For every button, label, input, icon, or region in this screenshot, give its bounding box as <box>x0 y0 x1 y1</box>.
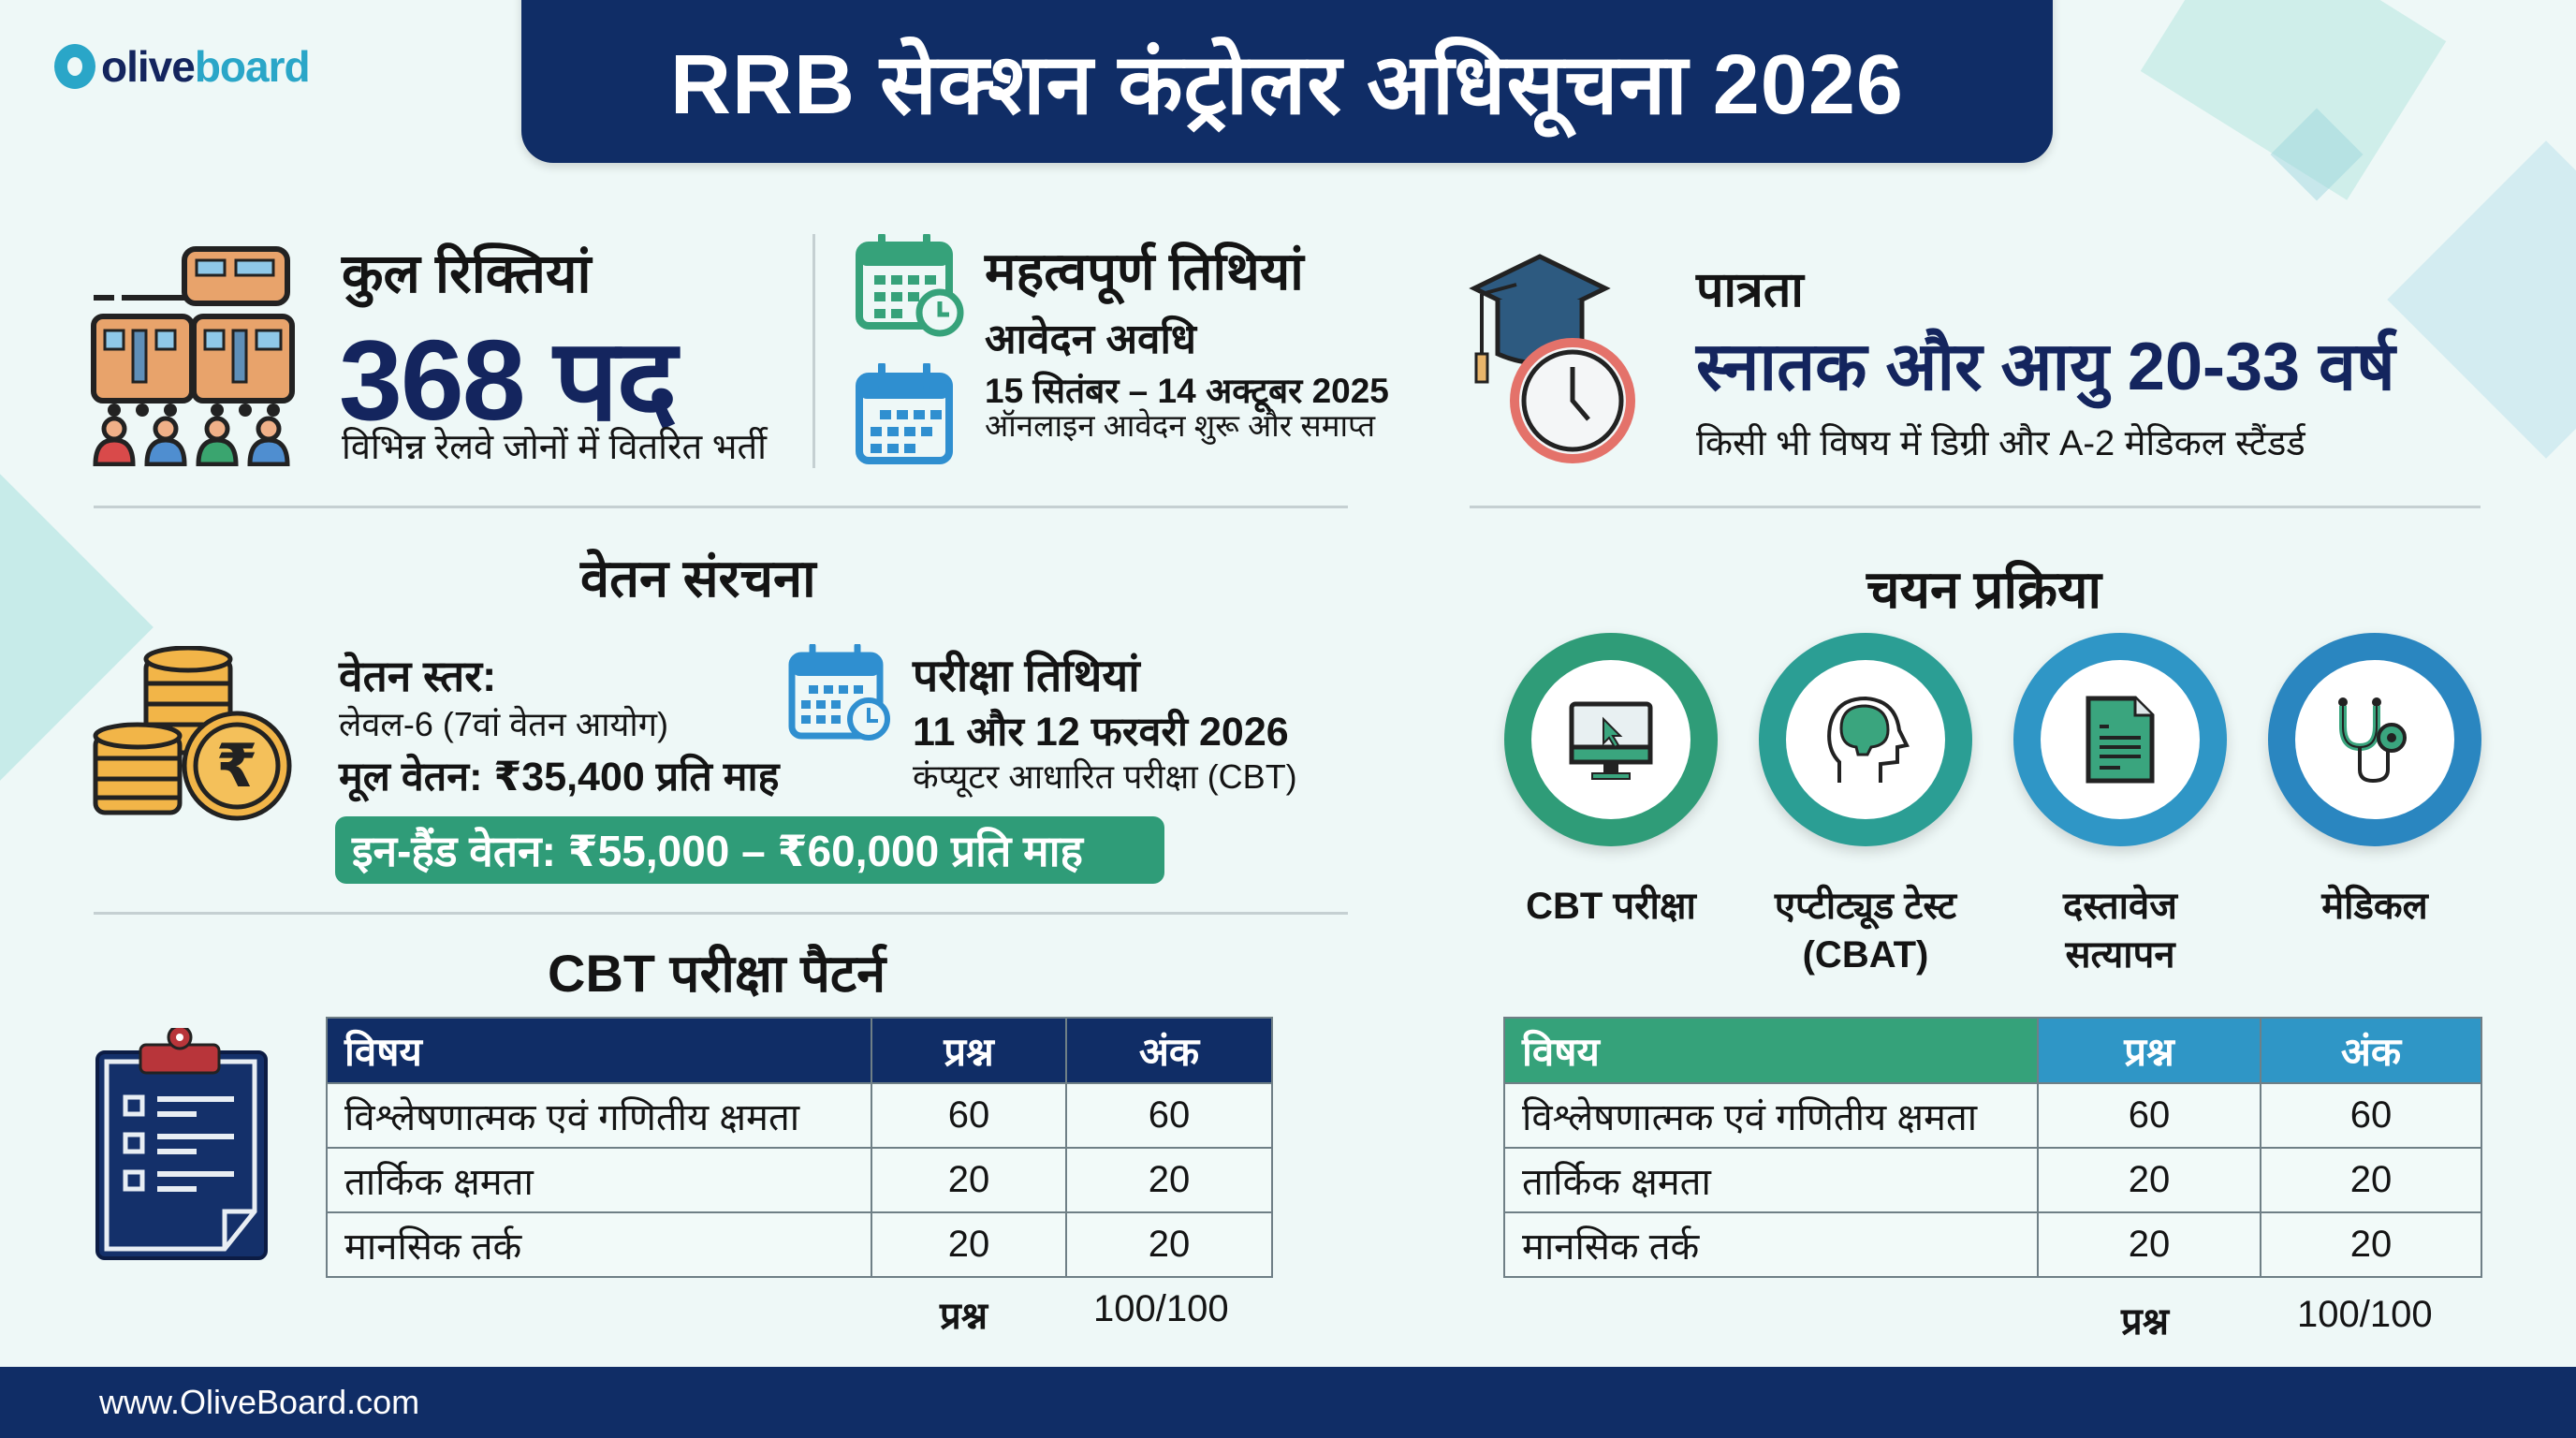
application-period-note: ऑनलाइन आवेदन शुरू और समाप्त <box>985 408 1375 443</box>
total-value: 100/100 <box>2297 1294 2433 1335</box>
bg-decoration <box>2270 108 2364 201</box>
eligibility-heading: पात्रता <box>1696 263 1804 317</box>
website-link[interactable]: www.OliveBoard.com <box>99 1383 420 1421</box>
logo-text-board: board <box>194 42 311 91</box>
eligibility-value: स्नातक और आयु 20-33 वर्ष <box>1696 330 2395 404</box>
pay-level-label: वेतन स्तर: <box>339 652 497 700</box>
column-header-marks: अंक <box>1065 1017 1273 1084</box>
divider <box>94 912 1348 915</box>
important-dates-heading: महत्वपूर्ण तिथियां <box>985 242 1304 301</box>
basic-pay: मूल वेतन: ₹35,400 प्रति माह <box>339 755 780 800</box>
selection-step-label: CBT परीक्षा <box>1526 886 1696 927</box>
cbt-pattern-title: CBT परीक्षा पैटर्न <box>548 944 886 1003</box>
rupee-coins-icon: ₹ <box>92 645 298 829</box>
selection-step-label: दस्तावेज सत्यापन <box>2063 886 2177 976</box>
train-people-icon <box>86 242 301 471</box>
clipboard-checklist-icon <box>94 1024 268 1267</box>
computer-icon <box>1569 701 1653 780</box>
pay-level-value: लेवल-6 (7वां वेतन आयोग) <box>339 705 668 743</box>
column-header-marks: अंक <box>2260 1017 2482 1084</box>
table-row: विश्लेषणात्मक एवं गणितीय क्षमता 60 60 <box>326 1082 1273 1149</box>
calendar-clock-icon <box>788 642 891 748</box>
total-label: प्रश्न <box>2121 1301 2170 1343</box>
logo-text-olive: olive <box>101 42 196 91</box>
title-banner: RRB सेक्शन कंट्रोलर अधिसूचना 2026 <box>521 0 2053 163</box>
vacancies-heading: कुल रिक्तियां <box>342 243 592 304</box>
calendar-clock-icon <box>856 232 964 342</box>
calendar-icon <box>856 361 955 469</box>
bg-decoration <box>2140 0 2447 200</box>
application-period-range: 15 सितंबर – 14 अक्टूबर 2025 <box>985 372 1389 410</box>
column-header-questions: प्रश्न <box>871 1017 1067 1084</box>
selection-step-medical: मेडिकल <box>2267 633 2482 931</box>
vacancies-subtext: विभिन्न रेलवे जोनों में वितरित भर्ती <box>342 428 767 467</box>
svg-text:₹: ₹ <box>216 732 258 801</box>
selection-step-label: एप्टीट्यूड टेस्ट (CBAT) <box>1774 886 1957 976</box>
in-hand-salary-badge: इन-हैंड वेतन: ₹55,000 – ₹60,000 प्रति मा… <box>335 816 1164 884</box>
total-label: प्रश्न <box>940 1296 988 1337</box>
table-row: तार्किक क्षमता 20 20 <box>326 1147 1273 1213</box>
selection-process-title: चयन प्रक्रिया <box>1866 560 2102 619</box>
cbt-pattern-table-2: विषय प्रश्न अंक विश्लेषणात्मक एवं गणितीय… <box>1503 1017 2482 1278</box>
column-header-subject: विषय <box>1503 1017 2039 1084</box>
column-header-subject: विषय <box>326 1017 872 1084</box>
salary-structure-title: वेतन संरचना <box>580 549 816 608</box>
divider <box>94 506 1348 508</box>
total-value: 100/100 <box>1093 1288 1229 1329</box>
exam-mode-note: कंप्यूटर आधारित परीक्षा (CBT) <box>913 757 1297 796</box>
stethoscope-icon <box>2338 697 2407 784</box>
table-row: तार्किक क्षमता 20 20 <box>1503 1147 2482 1213</box>
exam-dates-value: 11 और 12 फरवरी 2026 <box>913 710 1289 755</box>
eligibility-subtext: किसी भी विषय में डिग्री और A-2 मेडिकल स्… <box>1696 424 2305 463</box>
divider <box>1470 506 2481 508</box>
selection-step-label: मेडिकल <box>2321 886 2428 927</box>
table-row: विश्लेषणात्मक एवं गणितीय क्षमता 60 60 <box>1503 1082 2482 1149</box>
page-title: RRB सेक्शन कंट्रोलर अधिसूचना 2026 <box>670 38 1904 132</box>
application-period-label: आवेदन अवधि <box>985 316 1196 362</box>
cbt-pattern-table: विषय प्रश्न अंक विश्लेषणात्मक एवं गणितीय… <box>326 1017 1273 1278</box>
oliveboard-logo-icon <box>54 44 95 89</box>
table-row: मानसिक तर्क 20 20 <box>1503 1211 2482 1278</box>
oliveboard-logo[interactable]: oliveboard <box>54 41 311 92</box>
exam-dates-heading: परीक्षा तिथियां <box>913 652 1140 701</box>
table-row: मानसिक तर्क 20 20 <box>326 1211 1273 1278</box>
column-header-questions: प्रश्न <box>2037 1017 2261 1084</box>
bg-decoration <box>2387 140 2576 459</box>
divider <box>812 234 815 468</box>
footer: www.OliveBoard.com <box>0 1367 2576 1438</box>
brain-head-icon <box>1827 696 1910 783</box>
selection-step-aptitude: एप्टीट्यूड टेस्ट (CBAT) <box>1758 633 1973 979</box>
graduation-cap-clock-icon <box>1465 251 1643 471</box>
vacancies-count: 368 पद <box>339 316 678 444</box>
selection-step-cbt: CBT परीक्षा <box>1503 633 1719 931</box>
selection-step-document: दस्तावेज सत्यापन <box>2012 633 2228 979</box>
document-icon <box>2086 696 2155 784</box>
